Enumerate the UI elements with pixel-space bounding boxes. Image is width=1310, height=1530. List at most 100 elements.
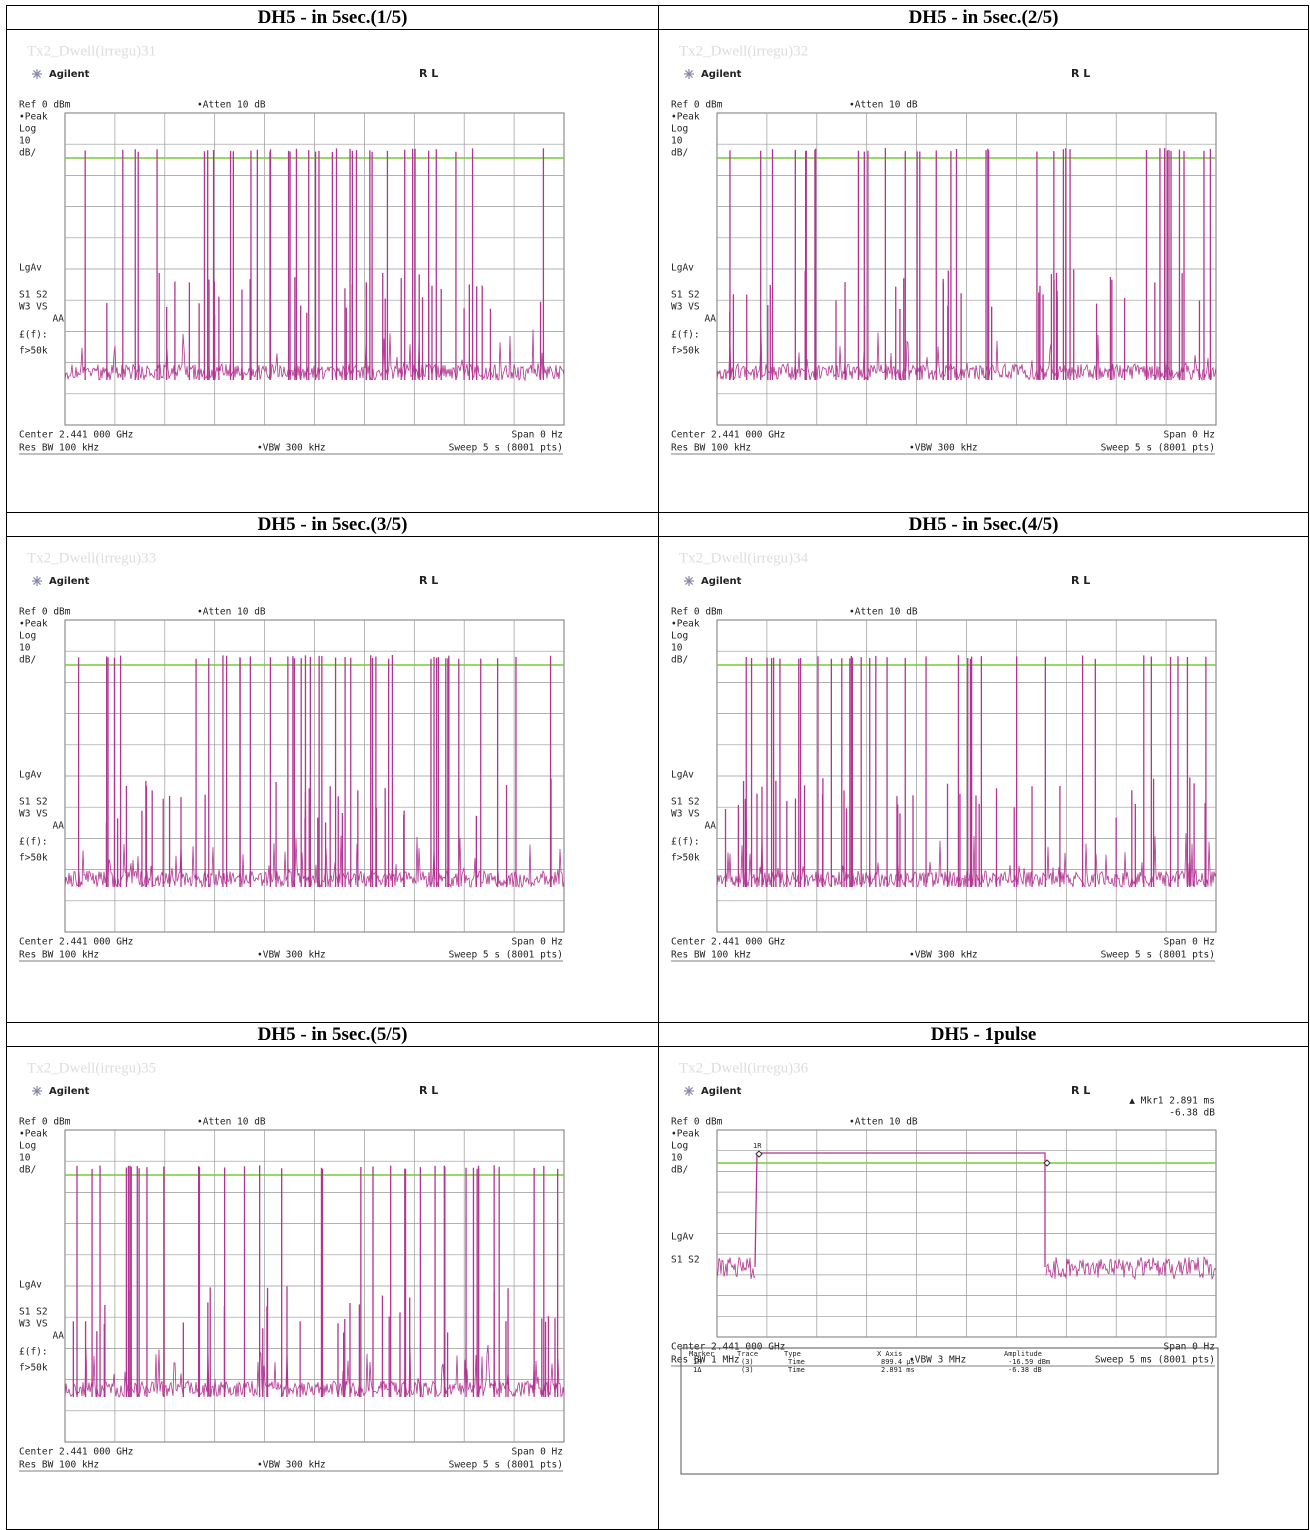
cell-title: DH5 - in 5sec.(3/5) [7,513,658,537]
left-label: 10 [671,643,683,654]
image-caption: Tx2_Dwell(irregu)33 [27,550,156,566]
marker-table-cell: 2.891 ms [881,1366,915,1374]
span: Span 0 Hz [512,937,563,948]
analyzer-screen: Tx2_Dwell(irregu)34 Agilent R L •Atten 10 d… [671,550,1217,962]
vbw: •VBW 300 kHz [909,443,978,454]
left-label: dB/ [671,655,688,666]
left-label: dB/ [19,148,36,159]
sweep: Sweep 5 ms (8001 pts) [1095,1355,1215,1366]
marker-table-header: Marker [689,1350,714,1358]
trace [754,1152,1046,1268]
left-label: S1 S2 [671,290,700,301]
image-caption: Tx2_Dwell(irregu)34 [679,550,809,566]
left-label: W3 VS [671,809,700,820]
rbw: Res BW 100 kHz [19,1460,99,1471]
left-label: £(f): [19,330,48,341]
logo [33,1087,41,1095]
left-label: 10 [671,136,683,147]
atten: •Atten 10 dB [197,1117,266,1128]
logo [685,70,693,78]
left-label: dB/ [671,148,688,159]
left-label: LgAv [19,770,42,781]
analyzer-screen: Tx2_Dwell(irregu)36 Agilent R L •Atten 10 d… [671,1060,1219,1475]
left-label: •Peak [19,1129,48,1140]
left-label: dB/ [19,655,36,666]
marker-table-cell: (3) [741,1358,754,1366]
rbw: Res BW 100 kHz [19,950,99,961]
analyzer-screen: Tx2_Dwell(irregu)33 Agilent R L •Atten 10 d… [19,550,565,962]
marker [1043,1159,1051,1167]
left-label: LgAv [19,1280,42,1291]
left-label: £(f): [19,837,48,848]
left-label: •Peak [19,112,48,123]
left-label: f>50k [19,853,48,864]
left-label: Log [671,631,688,642]
marker [755,1150,763,1158]
vbw: •VBW 300 kHz [257,443,326,454]
left-label: 10 [19,136,31,147]
table-cell: DH5 - in 5sec.(3/5) Tx2_Dwell(irregu)33 Ag… [7,513,659,1023]
sweep: Sweep 5 s (8001 pts) [449,443,563,454]
brand: Agilent [701,69,742,80]
brand: Agilent [49,69,90,80]
left-label: £(f): [671,837,700,848]
left-label: AA [53,821,65,832]
center-freq: Center 2.441 000 GHz [19,430,133,441]
mode: R L [1071,1084,1090,1097]
table-cell: DH5 - in 5sec.(2/5) Tx2_Dwell(irregu)32 Ag… [659,6,1309,513]
trace [716,1256,756,1279]
atten: •Atten 10 dB [849,1117,918,1128]
rbw: Res BW 100 kHz [19,443,99,454]
logo [685,1087,693,1095]
logo [33,70,41,78]
left-label: S1 S2 [671,797,700,808]
rbw: Res BW 100 kHz [671,950,751,961]
brand: Agilent [49,1086,90,1097]
left-label: Ref 0 dBm [19,1117,71,1128]
sweep: Sweep 5 s (8001 pts) [1101,443,1215,454]
marker-table-header: Amplitude [1004,1350,1042,1358]
left-label: dB/ [19,1165,36,1176]
left-label: AA [53,1331,65,1342]
cell-title: DH5 - 1pulse [659,1023,1308,1047]
marker-table-cell: 899.4 µs [881,1358,915,1366]
image-caption: Tx2_Dwell(irregu)36 [679,1060,809,1076]
marker-table-cell: 1R [693,1358,702,1366]
analyzer-screen: Tx2_Dwell(irregu)32 Agilent R L •Atten 10 d… [671,43,1217,455]
table-cell: DH5 - in 5sec.(4/5) Tx2_Dwell(irregu)34 Ag… [659,513,1309,1023]
mode: R L [419,67,438,80]
sweep: Sweep 5 s (8001 pts) [449,950,563,961]
left-label: £(f): [19,1347,48,1358]
mode: R L [419,1084,438,1097]
left-label: Log [19,631,36,642]
left-label: W3 VS [671,302,700,313]
left-label: 10 [671,1153,683,1164]
center-freq: Center 2.441 000 GHz [671,430,785,441]
cell-title: DH5 - in 5sec.(5/5) [7,1023,658,1047]
left-label: W3 VS [19,809,48,820]
left-label: S1 S2 [19,797,48,808]
marker-readout: ▲ Mkr1 2.891 ms [1129,1096,1215,1107]
cell-title: DH5 - in 5sec.(2/5) [659,6,1308,30]
span: Span 0 Hz [1164,1342,1215,1353]
left-label: LgAv [671,263,694,274]
center-freq: Center 2.441 000 GHz [671,1342,785,1353]
trace [64,329,565,382]
left-label: f>50k [671,853,700,864]
left-label: Log [19,124,36,135]
marker-table-cell: -6.38 dB [1008,1366,1042,1374]
document-table: DH5 - in 5sec.(1/5) Tx2_Dwell(irregu)31 Ag… [6,5,1309,1530]
left-label: Ref 0 dBm [671,1117,723,1128]
marker-table-cell: -16.59 dBm [1008,1358,1050,1366]
left-label: 10 [19,1153,31,1164]
marker-table-cell: (3) [741,1366,754,1374]
brand: Agilent [701,576,742,587]
vbw: •VBW 300 kHz [909,950,978,961]
table-cell: DH5 - in 5sec.(5/5) Tx2_Dwell(irregu)35 Ag… [7,1023,659,1530]
sweep: Sweep 5 s (8001 pts) [449,1460,563,1471]
left-label: Log [671,1141,688,1152]
image-caption: Tx2_Dwell(irregu)31 [27,43,156,59]
marker-table-cell: Time [788,1366,805,1374]
left-label: LgAv [19,263,42,274]
marker-table-header: Type [784,1350,801,1358]
